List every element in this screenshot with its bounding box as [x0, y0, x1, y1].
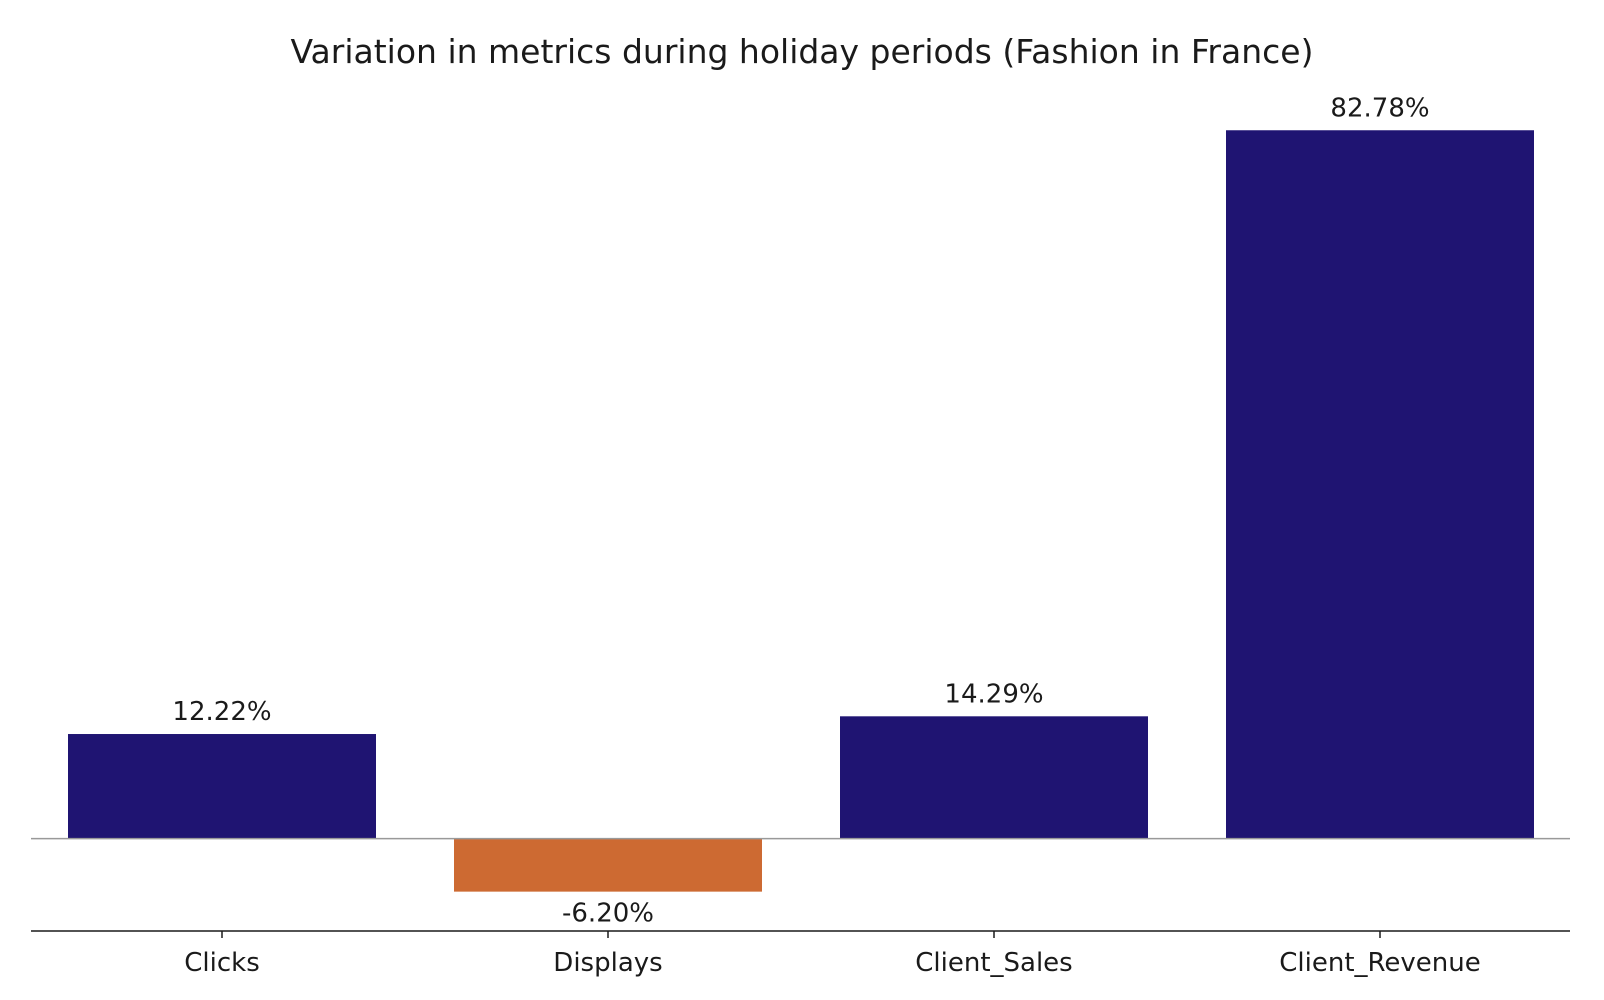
data-label: 14.29%: [944, 679, 1043, 709]
bar-client-revenue: [1226, 130, 1534, 839]
bars-layer: [68, 130, 1534, 892]
data-label: -6.20%: [562, 899, 654, 929]
bar-clicks: [68, 734, 376, 839]
data-label: 82.78%: [1330, 93, 1429, 123]
x-axis-ticks: Clicks Displays Client_Sales Client_Revenue: [184, 931, 1481, 978]
x-tick-label: Clicks: [184, 948, 260, 978]
bar-client-sales: [840, 716, 1148, 839]
bar-displays: [454, 838, 762, 892]
x-tick-label: Client_Sales: [915, 948, 1072, 978]
data-label: 12.22%: [172, 697, 271, 727]
x-tick-label: Displays: [553, 948, 662, 978]
data-labels-layer: 12.22% -6.20% 14.29% 82.78%: [172, 93, 1429, 928]
chart-title: Variation in metrics during holiday peri…: [291, 32, 1314, 71]
x-tick-label: Client_Revenue: [1279, 948, 1481, 978]
